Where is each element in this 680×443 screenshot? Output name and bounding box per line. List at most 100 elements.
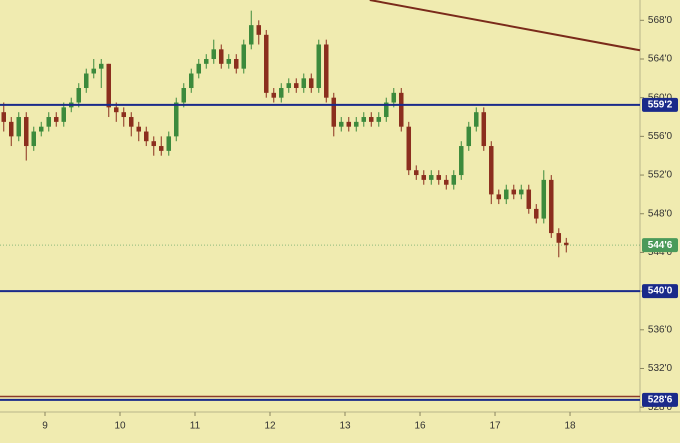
level-label: 528'6 xyxy=(648,395,673,406)
candle-body xyxy=(459,146,464,176)
candle-body xyxy=(106,63,112,108)
candle-body xyxy=(241,44,247,69)
candle-body xyxy=(534,208,539,219)
candle-body xyxy=(91,68,97,74)
candle-body xyxy=(474,112,479,127)
candle-body xyxy=(46,117,52,127)
candle-body xyxy=(324,44,329,98)
x-tick-label: 12 xyxy=(264,421,276,432)
candle-body xyxy=(234,58,239,69)
candle-body xyxy=(24,117,29,147)
candle-body xyxy=(369,117,374,122)
candle-body xyxy=(316,44,322,89)
candle-body xyxy=(526,189,532,209)
candle-body xyxy=(294,83,299,89)
candle-body xyxy=(541,179,547,219)
candle-body xyxy=(99,63,104,69)
candle-body xyxy=(271,92,277,98)
candle-body xyxy=(406,126,412,171)
candle-body xyxy=(549,179,554,234)
candle-body xyxy=(61,107,67,122)
candle-body xyxy=(144,131,149,142)
candle-body xyxy=(481,112,487,147)
candle-body xyxy=(451,175,457,185)
x-tick-label: 13 xyxy=(339,421,351,432)
candle-body xyxy=(16,117,22,137)
y-tick-label: 548'0 xyxy=(648,208,673,219)
candle-body xyxy=(489,146,494,195)
candle-body xyxy=(204,58,209,64)
candle-body xyxy=(264,34,269,93)
candle-body xyxy=(226,58,232,64)
y-tick-label: 564'0 xyxy=(648,54,673,65)
candle-body xyxy=(211,49,217,59)
y-tick-label: 528'0 xyxy=(648,402,673,413)
candle-body xyxy=(556,233,562,243)
x-tick-label: 11 xyxy=(190,421,201,432)
y-tick-label: 556'0 xyxy=(648,131,673,142)
candle-body xyxy=(219,49,224,64)
candle-body xyxy=(279,88,284,98)
x-tick-label: 10 xyxy=(114,421,126,432)
candle-body xyxy=(174,102,179,137)
candle-body xyxy=(496,194,502,200)
level-label: 540'0 xyxy=(648,286,673,297)
level-label: 559'2 xyxy=(648,100,673,111)
y-tick-label: 532'0 xyxy=(648,363,673,374)
candle-body xyxy=(189,73,194,89)
candle-body xyxy=(376,117,382,122)
candle-body xyxy=(511,189,517,195)
last-price-box xyxy=(642,238,678,253)
candle-body xyxy=(159,146,164,151)
candle-body xyxy=(331,97,337,127)
candle-body xyxy=(1,112,7,122)
y-tick-label: 544'0 xyxy=(648,247,673,258)
candle-body xyxy=(286,83,292,89)
trendline xyxy=(369,0,641,52)
y-tick-label: 560'0 xyxy=(648,92,673,103)
candle-body xyxy=(519,189,524,195)
x-tick-label: 9 xyxy=(42,421,48,432)
candle-body xyxy=(166,136,172,151)
candle-body xyxy=(414,170,419,176)
x-tick-label: 17 xyxy=(489,421,501,432)
candle-body xyxy=(256,25,262,35)
candle-body xyxy=(301,78,307,89)
candle-body xyxy=(429,175,434,180)
candle-body xyxy=(196,63,202,74)
candle-body xyxy=(76,88,82,103)
candle-body xyxy=(354,121,359,127)
candle-body xyxy=(444,179,449,185)
candle-body xyxy=(466,126,472,147)
candle-body xyxy=(151,141,157,147)
candle-body xyxy=(391,92,397,103)
level-label-box xyxy=(642,284,678,299)
candle-body xyxy=(39,126,44,132)
candle-body xyxy=(121,112,127,118)
candle-body xyxy=(181,88,187,103)
candle-body xyxy=(9,121,14,137)
candle-body xyxy=(31,131,37,147)
candle-body xyxy=(309,78,314,89)
last-price-label: 544'6 xyxy=(648,240,673,251)
level-label-box xyxy=(642,392,678,407)
candle-body xyxy=(361,117,367,122)
level-label-box xyxy=(642,97,678,112)
x-tick-label: 16 xyxy=(414,421,426,432)
candle-body xyxy=(384,102,389,118)
candle-body xyxy=(564,242,569,246)
candle-body xyxy=(114,107,119,113)
y-tick-label: 536'0 xyxy=(648,324,673,335)
candle-body xyxy=(346,121,352,127)
candle-body xyxy=(504,189,509,200)
candle-body xyxy=(129,117,134,127)
y-tick-label: 568'0 xyxy=(648,15,673,26)
candle-body xyxy=(136,126,142,132)
candle-body xyxy=(339,121,344,127)
x-tick-label: 18 xyxy=(564,421,576,432)
candle-body xyxy=(399,92,404,127)
y-tick-label: 552'0 xyxy=(648,170,673,181)
candle-body xyxy=(421,175,427,180)
